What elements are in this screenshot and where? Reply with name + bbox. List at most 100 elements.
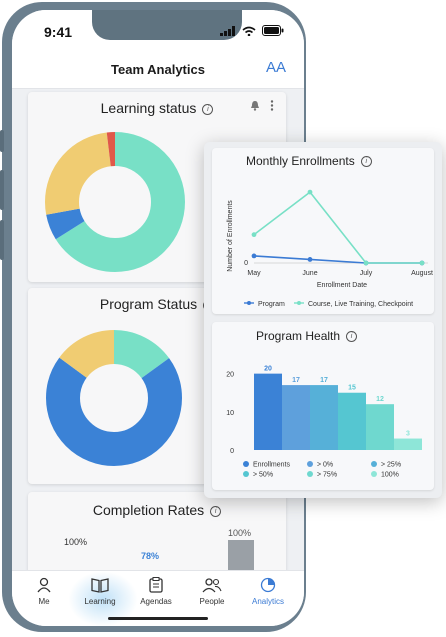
program-health-label: Program Health xyxy=(256,329,341,343)
legend-label: 100% xyxy=(381,472,399,479)
info-icon[interactable]: i xyxy=(210,505,222,517)
legend-marker xyxy=(371,471,377,477)
data-point[interactable] xyxy=(307,189,313,195)
side-button xyxy=(0,170,4,210)
bottom-nav: Me Learning Agendas People Analytics xyxy=(12,570,304,626)
legend-marker xyxy=(297,301,301,305)
program-health-title: Program Health i xyxy=(256,329,434,343)
x-tick-label: August xyxy=(411,270,433,277)
bar[interactable] xyxy=(366,404,394,450)
legend-marker xyxy=(307,471,313,477)
nav-agendas-label: Agendas xyxy=(140,597,172,606)
learning-status-donut xyxy=(45,132,185,272)
monthly-enrollments-label: Monthly Enrollments xyxy=(246,154,355,168)
legend-label: > 0% xyxy=(317,462,333,469)
completion-rates-label: Completion Rates xyxy=(92,502,205,518)
notch xyxy=(92,10,242,40)
legend-label: > 50% xyxy=(253,472,273,479)
x-tick-label: May xyxy=(247,270,261,277)
x-tick-labels: May June July August xyxy=(247,270,433,277)
nav-me[interactable]: Me xyxy=(16,577,72,606)
data-point[interactable] xyxy=(251,253,257,259)
program-health-chart: 20 10 0 20 17 17 15 12 3 Enrollments > 0% > 25% > … xyxy=(226,366,422,479)
home-indicator xyxy=(108,617,208,620)
bar[interactable] xyxy=(254,373,282,450)
legend-label: > 75% xyxy=(317,472,337,479)
status-icons xyxy=(220,25,284,36)
monthly-enrollments-chart: Number of Enrollments 0 May June July Augus… xyxy=(227,189,433,308)
data-point[interactable] xyxy=(251,232,257,238)
program-health-card: Program Health i 20 10 0 20 17 17 15 12 3 Enroll… xyxy=(212,322,434,490)
monthly-enrollments-title: Monthly Enrollments i xyxy=(246,154,434,168)
app-header: Team Analytics AA xyxy=(12,50,304,89)
donut-slice[interactable] xyxy=(45,132,185,272)
font-size-button[interactable]: AA xyxy=(265,59,286,76)
wifi-icon xyxy=(242,26,256,36)
bar-series: 20 17 17 15 12 3 xyxy=(254,366,422,450)
clipboard-icon xyxy=(149,577,163,593)
status-bar: 9:41 xyxy=(12,10,304,50)
pie-chart-icon xyxy=(260,577,276,593)
program-status-donut xyxy=(46,330,182,466)
bar-value-label: 20 xyxy=(264,366,272,373)
legend-marker xyxy=(243,471,249,477)
line-series xyxy=(251,189,425,266)
bar-value-label: 17 xyxy=(292,377,300,384)
bar[interactable] xyxy=(394,438,422,450)
data-point[interactable] xyxy=(307,257,313,262)
bar[interactable] xyxy=(310,385,338,450)
side-button xyxy=(0,220,4,260)
data-point[interactable] xyxy=(363,260,369,266)
y-tick-label: 20 xyxy=(226,372,234,379)
nav-learning-label: Learning xyxy=(84,597,116,606)
bar-value-label: 3 xyxy=(406,431,410,438)
bar[interactable] xyxy=(338,392,366,450)
bell-icon[interactable] xyxy=(250,100,260,111)
signal-icon xyxy=(220,25,235,36)
legend-label: Course, Live Training, Checkpoint xyxy=(308,301,413,308)
nav-analytics[interactable]: Analytics xyxy=(240,577,296,606)
completion-rates-title: Completion Rates i xyxy=(28,502,286,518)
bar[interactable] xyxy=(282,385,310,450)
y-tick-label: 0 xyxy=(244,260,248,267)
side-button xyxy=(0,130,4,152)
series-line xyxy=(253,255,422,264)
page-title: Team Analytics xyxy=(111,62,205,77)
info-icon[interactable]: i xyxy=(346,331,358,343)
y-axis-label: Number of Enrollments xyxy=(227,200,234,272)
donut-slice[interactable] xyxy=(45,132,185,272)
bar-value-label: 12 xyxy=(376,396,384,403)
info-icon[interactable]: i xyxy=(360,156,372,168)
nav-agendas[interactable]: Agendas xyxy=(128,577,184,606)
x-tick-label: June xyxy=(302,270,317,277)
monthly-enrollments-card: Monthly Enrollments i Number of Enrollmen… xyxy=(212,148,434,314)
legend-label: > 25% xyxy=(381,462,401,469)
nav-people-label: People xyxy=(199,597,225,606)
learning-status-label: Learning status xyxy=(100,100,197,116)
nav-learning[interactable]: Learning xyxy=(72,577,128,606)
learning-status-title: Learning status i xyxy=(28,100,286,116)
y-tick-label: 0 xyxy=(230,448,234,455)
analytics-overlay-panel: Monthly Enrollments i Number of Enrollmen… xyxy=(204,142,442,498)
person-icon xyxy=(37,577,51,593)
book-icon xyxy=(91,578,109,593)
data-point[interactable] xyxy=(419,260,425,266)
battery-icon xyxy=(262,25,284,36)
info-icon[interactable]: i xyxy=(202,103,214,115)
legend-label: Enrollments xyxy=(253,462,290,469)
legend-marker xyxy=(371,461,377,467)
legend-marker xyxy=(247,301,251,305)
chart-legend: Program Course, Live Training, Checkpoint xyxy=(244,301,413,308)
donut-slice[interactable] xyxy=(46,330,182,466)
legend-label: Program xyxy=(258,301,285,308)
nav-people[interactable]: People xyxy=(184,577,240,606)
completion-axis-label: 100% xyxy=(64,537,88,547)
more-vertical-icon[interactable] xyxy=(270,100,274,111)
donut-slice[interactable] xyxy=(46,330,182,466)
nav-analytics-label: Analytics xyxy=(251,597,284,606)
nav-me-label: Me xyxy=(38,597,50,606)
completion-bar-label: 78% xyxy=(141,551,160,561)
completion-rates-card: Completion Rates i 100% 78% 100% xyxy=(28,492,286,582)
program-status-label: Program Status xyxy=(99,296,198,312)
people-icon xyxy=(202,578,222,593)
